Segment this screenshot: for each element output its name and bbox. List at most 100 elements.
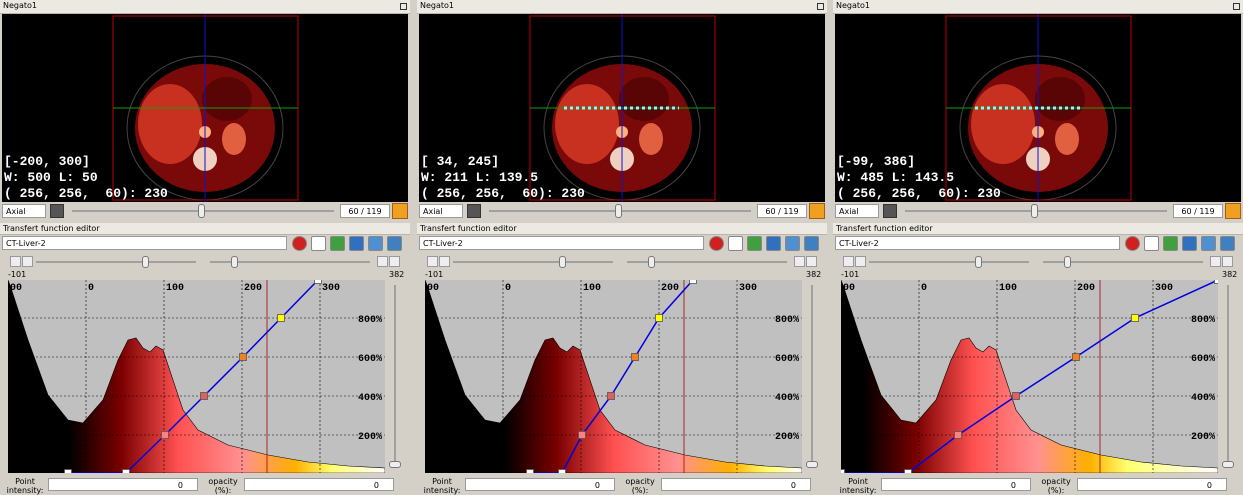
tool-btn[interactable] <box>1201 236 1216 251</box>
tf-point <box>904 469 912 473</box>
step-btn[interactable] <box>389 256 400 267</box>
panel-title: Negato1 <box>417 0 827 14</box>
step-btn[interactable] <box>22 256 33 267</box>
opacity-input[interactable]: 0 <box>661 478 811 491</box>
liver <box>555 84 619 164</box>
editor-title: Transfert function editor <box>417 223 827 235</box>
y-axis-label: 600% <box>1191 354 1215 365</box>
v-handle[interactable] <box>389 461 401 468</box>
step-btn[interactable] <box>1222 256 1233 267</box>
min-handle[interactable] <box>975 256 982 268</box>
view-select[interactable]: Axial <box>419 204 463 218</box>
point-input[interactable]: 0 <box>465 478 615 491</box>
tf-point <box>631 353 639 361</box>
y-axis-label: 400% <box>358 393 382 404</box>
step-btn[interactable] <box>427 256 438 267</box>
v-handle[interactable] <box>806 461 818 468</box>
range-min: -101 <box>425 270 444 279</box>
tool-btn[interactable] <box>368 236 383 251</box>
overlay-text: [-99, 386] <box>837 154 916 169</box>
tool-btn[interactable] <box>747 236 762 251</box>
tool-btn[interactable] <box>292 236 307 251</box>
slice-value: 60 / 119 <box>757 204 807 218</box>
tool-btn[interactable] <box>349 236 364 251</box>
preset-select[interactable]: CT-Liver-2 <box>2 236 287 250</box>
restore-btn[interactable] <box>817 3 824 10</box>
step-btn[interactable] <box>855 256 866 267</box>
liver <box>971 84 1035 164</box>
tool-btn[interactable] <box>330 236 345 251</box>
viewer: [ 34, 245] W: 211 L: 139.5( 256, 256, 60)… <box>419 14 825 202</box>
preset-select[interactable]: CT-Liver-2 <box>419 236 704 250</box>
slice-value: 60 / 119 <box>1173 204 1223 218</box>
overlay-text: [-200, 300] <box>4 154 90 169</box>
slice-handle[interactable] <box>198 204 205 218</box>
opacity-input[interactable]: 0 <box>1077 478 1227 491</box>
step-btn[interactable] <box>794 256 805 267</box>
point-input[interactable]: 0 <box>881 478 1031 491</box>
tool-btn[interactable] <box>766 236 781 251</box>
tool-btn[interactable] <box>1125 236 1140 251</box>
tool-btn[interactable] <box>728 236 743 251</box>
tool-btn[interactable] <box>1163 236 1178 251</box>
ct-image <box>945 14 1132 202</box>
max-handle[interactable] <box>648 256 655 268</box>
view-select[interactable]: Axial <box>2 204 46 218</box>
overlay-text: W: 500 L: 50 <box>4 170 98 185</box>
histogram <box>8 280 385 473</box>
snapshot-btn[interactable] <box>50 204 64 218</box>
ct-image <box>529 14 716 202</box>
tool-btn[interactable] <box>311 236 326 251</box>
min-handle[interactable] <box>142 256 149 268</box>
slice-handle[interactable] <box>615 204 622 218</box>
tf-point <box>277 314 285 322</box>
histogram <box>425 280 802 473</box>
max-handle[interactable] <box>231 256 238 268</box>
step-btn[interactable] <box>1210 256 1221 267</box>
tool-btn[interactable] <box>804 236 819 251</box>
preset-select[interactable]: CT-Liver-2 <box>835 236 1120 250</box>
point-input[interactable]: 0 <box>48 478 198 491</box>
snapshot-btn[interactable] <box>467 204 481 218</box>
point-label: Point intensity: <box>6 477 44 495</box>
max-handle[interactable] <box>1064 256 1071 268</box>
tf-point <box>1072 353 1080 361</box>
slice-handle[interactable] <box>1031 204 1038 218</box>
x-axis-label: 200 <box>244 283 262 294</box>
reset-btn[interactable] <box>392 203 408 219</box>
tool-btn[interactable] <box>709 236 724 251</box>
tf-point <box>558 469 566 473</box>
x-axis-label: 300 <box>322 283 340 294</box>
histogram <box>841 280 1218 473</box>
step-btn[interactable] <box>843 256 854 267</box>
y-axis-label: 200% <box>358 432 382 443</box>
y-axis-label: 400% <box>1191 393 1215 404</box>
v-handle[interactable] <box>1222 461 1234 468</box>
tool-btn[interactable] <box>1144 236 1159 251</box>
tool-btn[interactable] <box>785 236 800 251</box>
min-handle[interactable] <box>559 256 566 268</box>
x-axis-label: 0 <box>88 283 94 294</box>
tool-btn[interactable] <box>1182 236 1197 251</box>
step-btn[interactable] <box>439 256 450 267</box>
tf-point <box>64 469 72 473</box>
step-btn[interactable] <box>10 256 21 267</box>
reset-btn[interactable] <box>809 203 825 219</box>
tool-btn[interactable] <box>387 236 402 251</box>
step-btn[interactable] <box>377 256 388 267</box>
opacity-input[interactable]: 0 <box>244 478 394 491</box>
stomach <box>619 77 669 121</box>
tf-point <box>526 469 534 473</box>
reset-btn[interactable] <box>1225 203 1241 219</box>
snapshot-btn[interactable] <box>883 204 897 218</box>
y-axis-label: 200% <box>775 432 799 443</box>
tool-btn[interactable] <box>1220 236 1235 251</box>
v-track <box>1227 285 1229 465</box>
restore-btn[interactable] <box>1233 3 1240 10</box>
restore-btn[interactable] <box>400 3 407 10</box>
step-btn[interactable] <box>806 256 817 267</box>
view-select[interactable]: Axial <box>835 204 879 218</box>
